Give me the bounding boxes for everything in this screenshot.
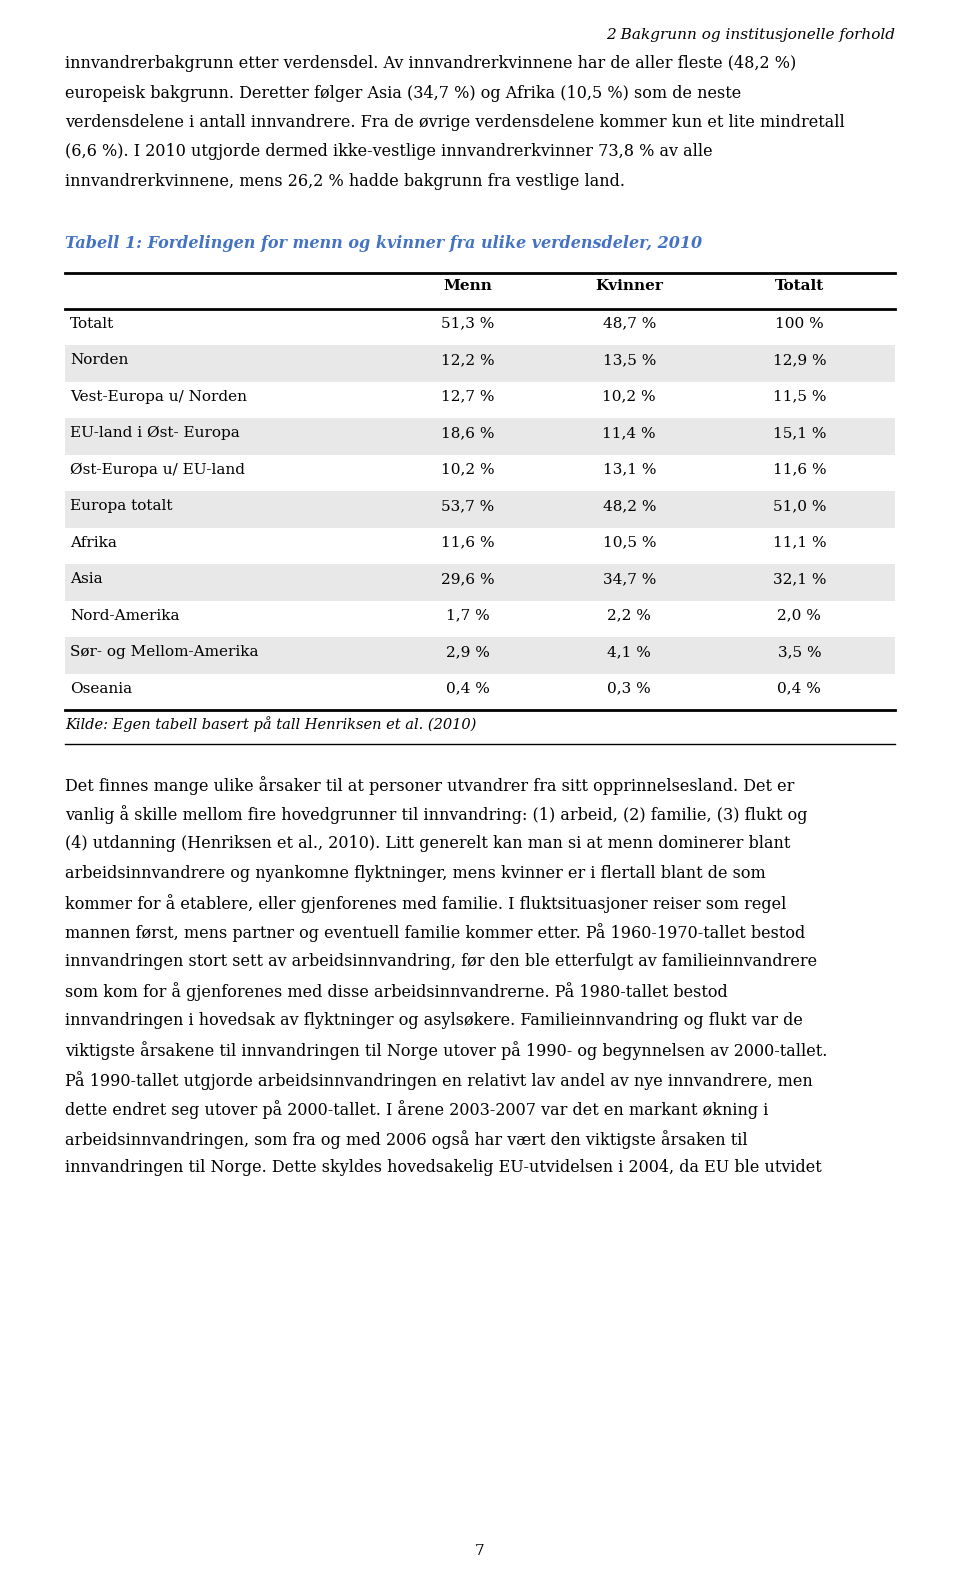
Text: 10,2 %: 10,2 % bbox=[441, 462, 494, 476]
Text: Øst-Europa u/ EU-land: Øst-Europa u/ EU-land bbox=[70, 462, 246, 476]
Text: Sør- og Mellom-Amerika: Sør- og Mellom-Amerika bbox=[70, 645, 259, 660]
Text: 15,1 %: 15,1 % bbox=[773, 425, 827, 440]
Text: kommer for å etablere, eller gjenforenes med familie. I fluktsituasjoner reiser : kommer for å etablere, eller gjenforenes… bbox=[65, 894, 786, 913]
Text: 51,3 %: 51,3 % bbox=[441, 317, 494, 330]
Text: 48,7 %: 48,7 % bbox=[603, 317, 656, 330]
Text: 2,2 %: 2,2 % bbox=[608, 609, 651, 623]
Text: 2 Bakgrunn og institusjonelle forhold: 2 Bakgrunn og institusjonelle forhold bbox=[606, 29, 895, 41]
Text: (4) utdanning (Henriksen et al., 2010). Litt generelt kan man si at menn dominer: (4) utdanning (Henriksen et al., 2010). … bbox=[65, 835, 791, 852]
Text: 12,2 %: 12,2 % bbox=[441, 354, 494, 366]
Text: 11,5 %: 11,5 % bbox=[773, 390, 827, 403]
Text: 13,5 %: 13,5 % bbox=[603, 354, 656, 366]
Text: 0,4 %: 0,4 % bbox=[445, 682, 490, 696]
Text: Det finnes mange ulike årsaker til at personer utvandrer fra sitt opprinnelsesla: Det finnes mange ulike årsaker til at pe… bbox=[65, 776, 795, 795]
Text: verdensdelene i antall innvandrere. Fra de øvrige verdensdelene kommer kun et li: verdensdelene i antall innvandrere. Fra … bbox=[65, 115, 845, 131]
Bar bbox=[65, 637, 895, 674]
Text: Asia: Asia bbox=[70, 572, 103, 586]
Text: 100 %: 100 % bbox=[775, 317, 824, 330]
Text: 2,0 %: 2,0 % bbox=[778, 609, 821, 623]
Text: EU-land i Øst- Europa: EU-land i Øst- Europa bbox=[70, 425, 240, 440]
Bar bbox=[65, 491, 895, 527]
Text: Afrika: Afrika bbox=[70, 535, 117, 550]
Text: 2,9 %: 2,9 % bbox=[445, 645, 490, 660]
Text: Totalt: Totalt bbox=[70, 317, 114, 330]
Text: 4,1 %: 4,1 % bbox=[608, 645, 651, 660]
Text: 11,4 %: 11,4 % bbox=[603, 425, 656, 440]
Text: 3,5 %: 3,5 % bbox=[778, 645, 821, 660]
Text: 0,4 %: 0,4 % bbox=[778, 682, 821, 696]
Text: Nord-Amerika: Nord-Amerika bbox=[70, 609, 180, 623]
Text: 11,6 %: 11,6 % bbox=[773, 462, 827, 476]
Text: innvandringen stort sett av arbeidsinnvandring, før den ble etterfulgt av famili: innvandringen stort sett av arbeidsinnva… bbox=[65, 953, 817, 970]
Text: 11,6 %: 11,6 % bbox=[441, 535, 494, 550]
Text: innvandringen til Norge. Dette skyldes hovedsakelig EU-utvidelsen i 2004, da EU : innvandringen til Norge. Dette skyldes h… bbox=[65, 1160, 822, 1177]
Bar bbox=[65, 564, 895, 601]
Text: (6,6 %). I 2010 utgjorde dermed ikke-vestlige innvandrerkvinner 73,8 % av alle: (6,6 %). I 2010 utgjorde dermed ikke-ves… bbox=[65, 143, 713, 161]
Bar bbox=[65, 417, 895, 454]
Text: innvandringen i hovedsak av flyktninger og asylsøkere. Familieinnvandring og flu: innvandringen i hovedsak av flyktninger … bbox=[65, 1012, 804, 1029]
Text: Oseania: Oseania bbox=[70, 682, 132, 696]
Bar bbox=[65, 346, 895, 381]
Text: Norden: Norden bbox=[70, 354, 129, 366]
Text: innvandrerbakgrunn etter verdensdel. Av innvandrerkvinnene har de aller fleste (: innvandrerbakgrunn etter verdensdel. Av … bbox=[65, 56, 797, 72]
Text: arbeidsinnvandrere og nyankomne flyktninger, mens kvinner er i flertall blant de: arbeidsinnvandrere og nyankomne flyktnin… bbox=[65, 865, 766, 881]
Text: 1,7 %: 1,7 % bbox=[445, 609, 490, 623]
Text: 12,7 %: 12,7 % bbox=[441, 390, 494, 403]
Text: dette endret seg utover på 2000-tallet. I årene 2003-2007 var det en markant økn: dette endret seg utover på 2000-tallet. … bbox=[65, 1101, 769, 1120]
Text: europeisk bakgrunn. Deretter følger Asia (34,7 %) og Afrika (10,5 %) som de nest: europeisk bakgrunn. Deretter følger Asia… bbox=[65, 84, 741, 102]
Text: 34,7 %: 34,7 % bbox=[603, 572, 656, 586]
Text: 0,3 %: 0,3 % bbox=[608, 682, 651, 696]
Text: mannen først, mens partner og eventuell familie kommer etter. På 1960-1970-talle: mannen først, mens partner og eventuell … bbox=[65, 924, 805, 943]
Text: som kom for å gjenforenes med disse arbeidsinnvandrerne. På 1980-tallet bestod: som kom for å gjenforenes med disse arbe… bbox=[65, 983, 728, 1002]
Text: viktigste årsakene til innvandringen til Norge utover på 1990- og begynnelsen av: viktigste årsakene til innvandringen til… bbox=[65, 1042, 828, 1061]
Text: vanlig å skille mellom fire hovedgrunner til innvandring: (1) arbeid, (2) famili: vanlig å skille mellom fire hovedgrunner… bbox=[65, 806, 807, 825]
Text: Menn: Menn bbox=[444, 279, 492, 293]
Text: 48,2 %: 48,2 % bbox=[603, 499, 656, 513]
Text: 18,6 %: 18,6 % bbox=[441, 425, 494, 440]
Text: Europa totalt: Europa totalt bbox=[70, 499, 173, 513]
Text: Kvinner: Kvinner bbox=[595, 279, 663, 293]
Text: 53,7 %: 53,7 % bbox=[441, 499, 494, 513]
Text: Totalt: Totalt bbox=[775, 279, 824, 293]
Text: 11,1 %: 11,1 % bbox=[773, 535, 827, 550]
Text: 10,2 %: 10,2 % bbox=[603, 390, 656, 403]
Text: 32,1 %: 32,1 % bbox=[773, 572, 827, 586]
Text: Vest-Europa u/ Norden: Vest-Europa u/ Norden bbox=[70, 390, 248, 403]
Text: 29,6 %: 29,6 % bbox=[441, 572, 494, 586]
Text: 12,9 %: 12,9 % bbox=[773, 354, 827, 366]
Text: 13,1 %: 13,1 % bbox=[603, 462, 656, 476]
Text: 7: 7 bbox=[475, 1544, 485, 1558]
Text: Kilde: Egen tabell basert på tall Henriksen et al. (2010): Kilde: Egen tabell basert på tall Henrik… bbox=[65, 715, 477, 731]
Text: På 1990-tallet utgjorde arbeidsinnvandringen en relativt lav andel av nye innvan: På 1990-tallet utgjorde arbeidsinnvandri… bbox=[65, 1070, 813, 1090]
Text: 10,5 %: 10,5 % bbox=[603, 535, 656, 550]
Text: arbeidsinnvandringen, som fra og med 2006 også har vært den viktigste årsaken ti: arbeidsinnvandringen, som fra og med 200… bbox=[65, 1129, 748, 1149]
Text: innvandrerkvinnene, mens 26,2 % hadde bakgrunn fra vestlige land.: innvandrerkvinnene, mens 26,2 % hadde ba… bbox=[65, 174, 625, 190]
Text: Tabell 1: Fordelingen for menn og kvinner fra ulike verdensdeler, 2010: Tabell 1: Fordelingen for menn og kvinne… bbox=[65, 234, 703, 252]
Text: 51,0 %: 51,0 % bbox=[773, 499, 827, 513]
